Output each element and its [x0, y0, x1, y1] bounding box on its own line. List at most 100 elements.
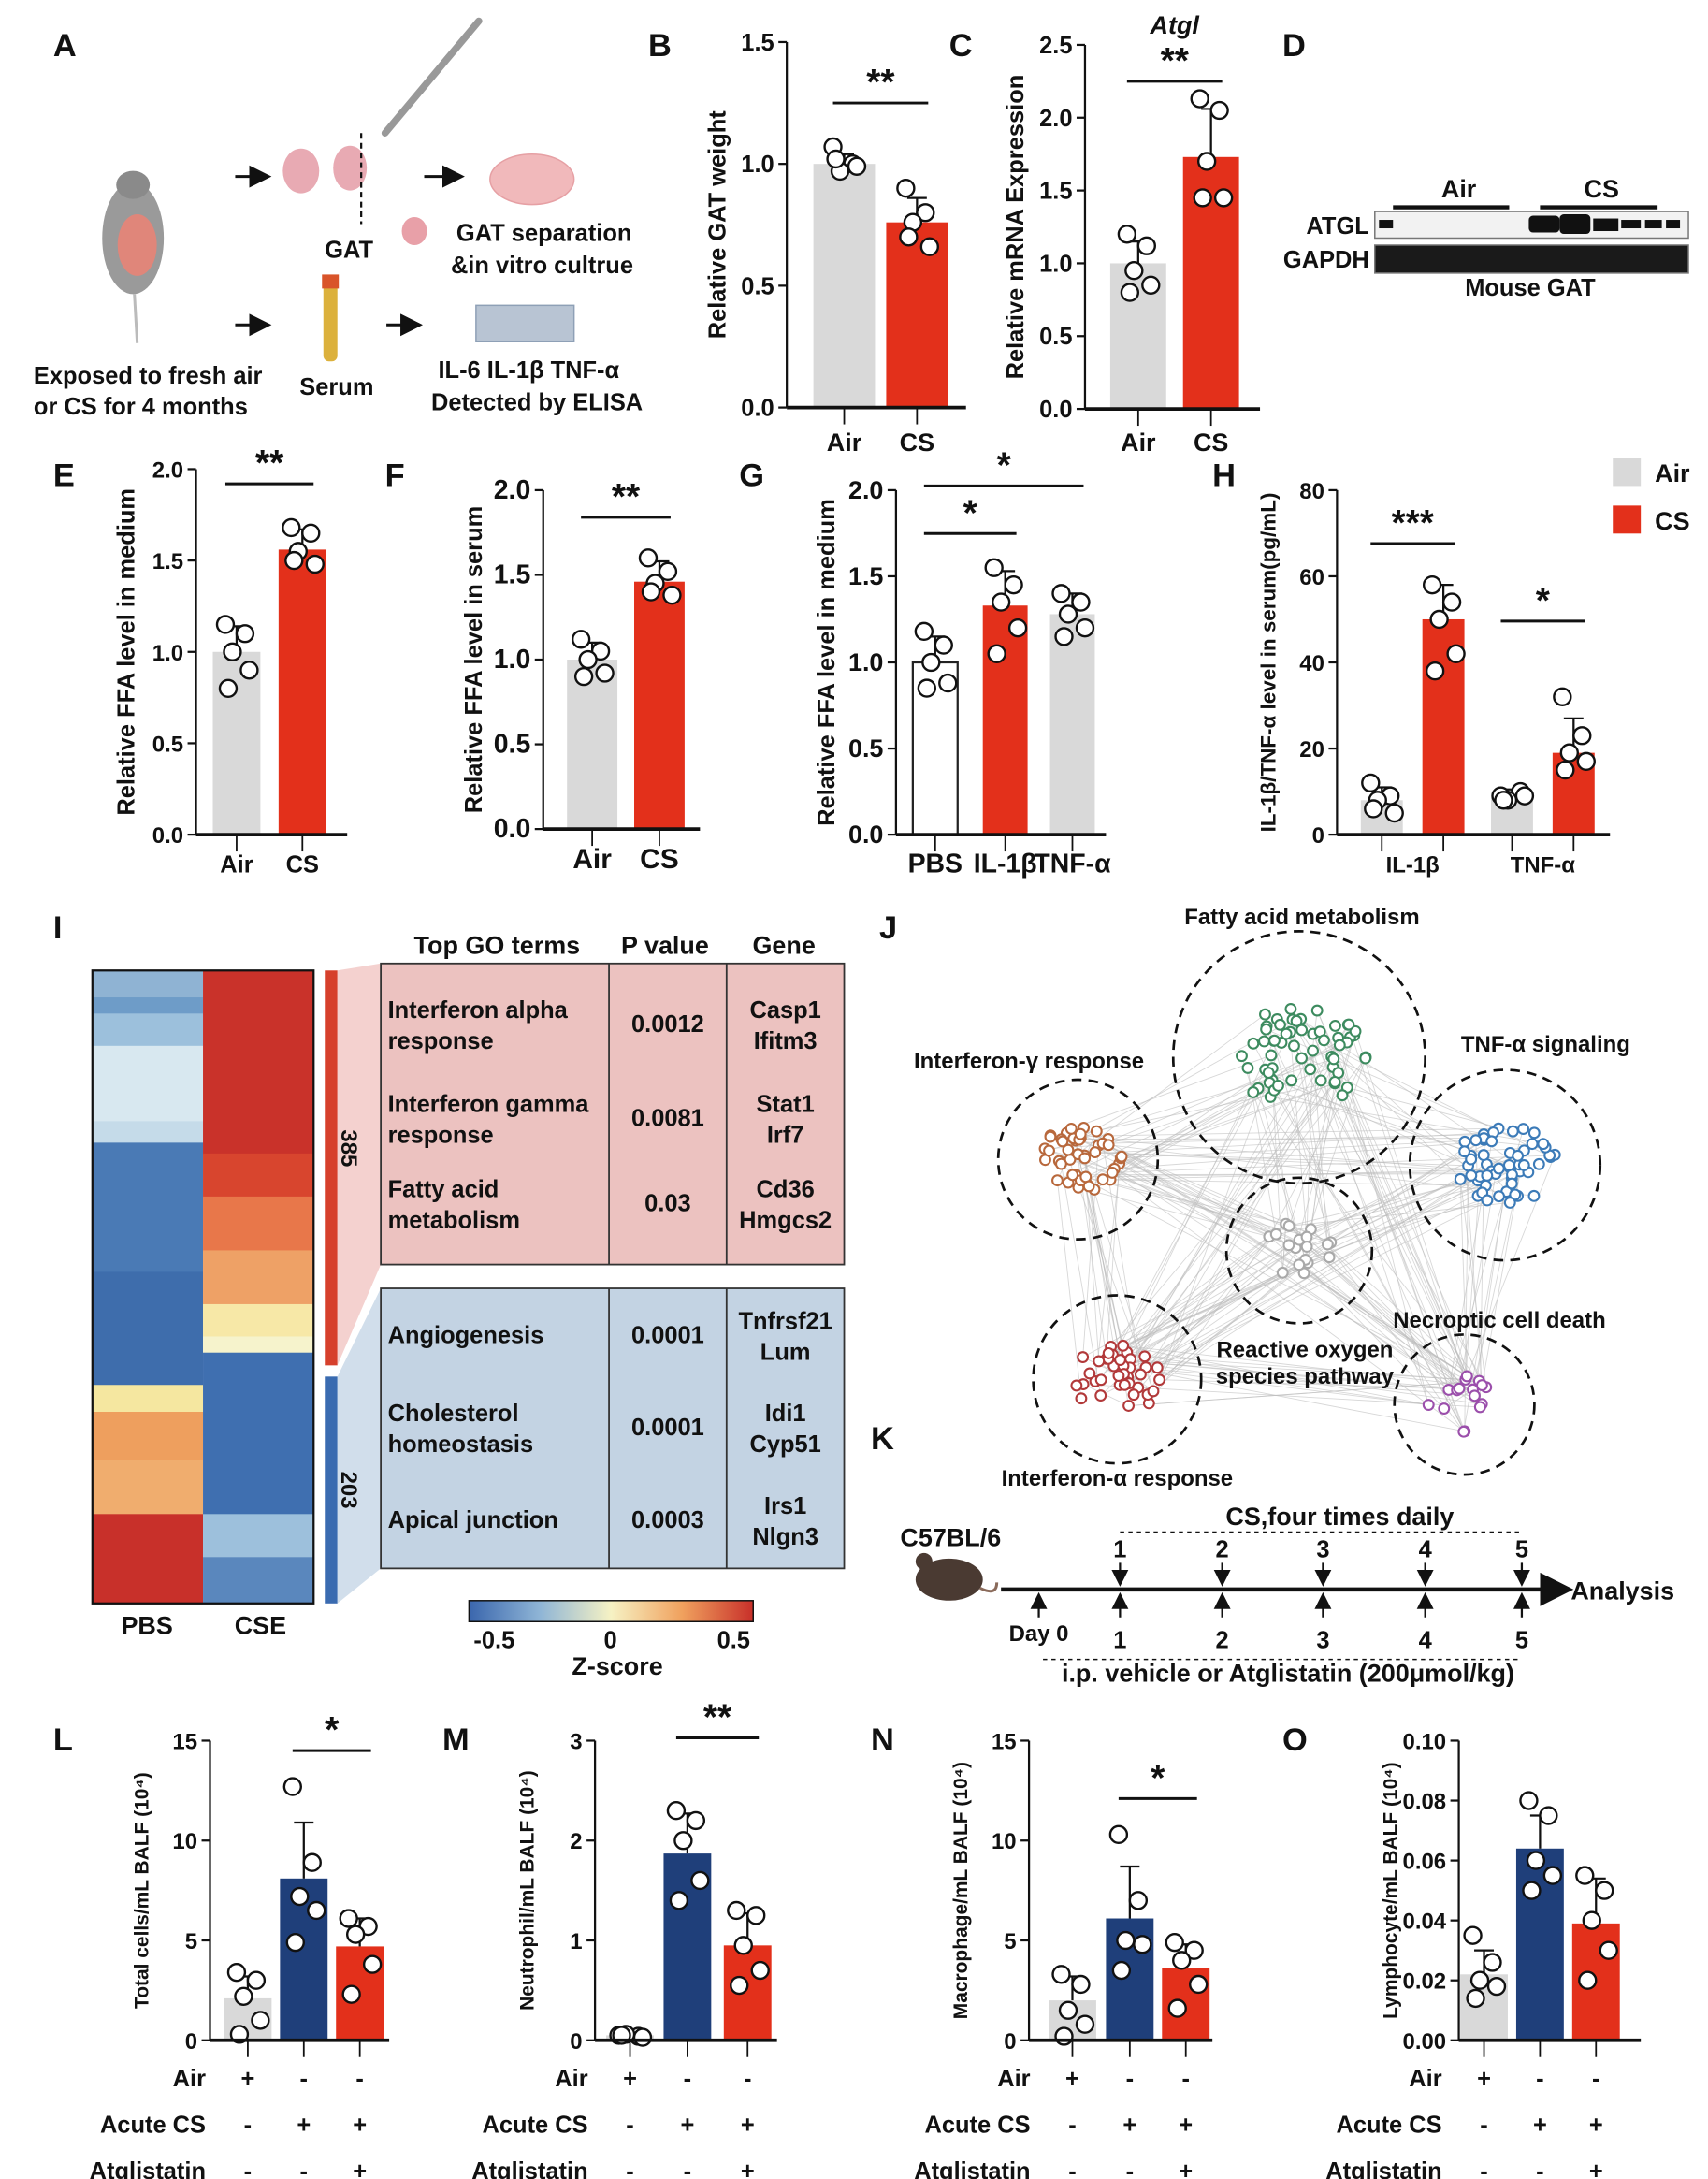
y-tick-label: 0.5 — [1039, 324, 1072, 350]
go-term: Fatty acid — [388, 1177, 499, 1203]
network-node — [1282, 1239, 1295, 1252]
network-node — [1102, 1139, 1115, 1152]
network-edge — [1049, 1127, 1499, 1138]
data-point — [727, 1900, 746, 1921]
cluster-label-ifn-gamma: Interferon-γ response — [914, 1049, 1144, 1074]
ip-day-label: 3 — [1316, 1628, 1329, 1654]
condition-sign: - — [244, 2158, 252, 2179]
network-node — [1502, 1158, 1515, 1171]
colorbar-tick: 0.5 — [717, 1628, 750, 1654]
gene: Nlgn3 — [752, 1524, 818, 1550]
data-point — [345, 1925, 366, 1944]
mouse-icon — [102, 170, 165, 343]
y-axis-label: Lymphocyte/mL BALF (10⁴) — [1381, 1762, 1402, 2018]
network-edge — [1108, 1352, 1480, 1382]
network-edge — [1114, 1168, 1460, 1389]
go-term: Cholesterol — [388, 1401, 519, 1427]
y-tick-label: 40 — [1299, 651, 1324, 676]
significance-label: ** — [703, 1698, 732, 1738]
network-node — [1328, 1075, 1341, 1088]
chart-title: Atgl — [1150, 11, 1200, 39]
network-node — [1138, 1350, 1151, 1363]
data-point — [826, 149, 846, 169]
network-edge — [1312, 1050, 1429, 1405]
x-tick-label: Air — [220, 852, 253, 879]
network-node — [1532, 1157, 1545, 1170]
network-node — [1094, 1373, 1107, 1387]
network-node — [1512, 1149, 1525, 1162]
bar — [886, 222, 948, 408]
heatmap-segment — [92, 1013, 204, 1047]
data-point — [1556, 760, 1575, 780]
network-node — [1458, 1135, 1471, 1148]
data-point — [1575, 1866, 1595, 1885]
condition-label: Air — [997, 2066, 1030, 2092]
data-point — [1422, 574, 1442, 595]
data-point — [662, 586, 682, 605]
serum-label: Serum — [299, 374, 373, 400]
network-node — [1537, 1138, 1550, 1151]
ip-day-label: 2 — [1216, 1628, 1229, 1654]
network-edge — [1159, 1068, 1273, 1380]
y-tick-label: 10 — [172, 1829, 197, 1854]
network-node — [1044, 1130, 1057, 1143]
network-labels: Fatty acid metabolism Interferon-γ respo… — [914, 905, 1630, 1491]
x-tick-label: TNF-α — [1511, 853, 1576, 879]
network-edge — [1271, 1080, 1283, 1273]
network-node — [1458, 1145, 1471, 1158]
network-node — [1247, 1037, 1260, 1050]
data-point — [290, 1886, 310, 1907]
condition-sign: - — [1068, 2113, 1076, 2139]
network-node — [1323, 1251, 1336, 1264]
condition-sign: - — [1181, 2066, 1189, 2092]
data-point — [921, 652, 941, 673]
y-tick-label: 0.02 — [1403, 1969, 1447, 1995]
data-point — [1007, 618, 1028, 638]
data-point — [690, 1870, 710, 1891]
condition-label: Atglistatin — [914, 2158, 1030, 2179]
bar — [813, 164, 876, 408]
x-tick-label: Air — [1121, 429, 1156, 457]
y-tick-label: 0 — [185, 2029, 197, 2055]
x-tick-label: IL-1β — [1386, 853, 1440, 879]
data-point — [1441, 592, 1462, 612]
gene: Stat1 — [757, 1091, 815, 1117]
condition-label: Atglistatin — [1325, 2158, 1441, 2179]
data-point — [223, 642, 242, 661]
p-value: 0.0001 — [631, 1322, 704, 1348]
data-point — [1172, 1951, 1192, 1970]
p-value: 0.0081 — [631, 1105, 704, 1131]
gene: Hmgcs2 — [739, 1208, 832, 1234]
go-term: metabolism — [388, 1208, 520, 1234]
network-node — [1117, 1339, 1130, 1352]
data-point — [302, 1852, 322, 1872]
condition-sign: - — [744, 2066, 751, 2092]
condition-sign: - — [626, 2158, 633, 2179]
network-cluster — [1393, 1333, 1536, 1476]
elisa-plate-icon — [475, 304, 575, 342]
y-tick-label: 0.06 — [1403, 1850, 1447, 1875]
network-node — [1453, 1382, 1466, 1395]
data-point — [1578, 1970, 1598, 1990]
panel-label-l: L — [53, 1722, 73, 1758]
network-node — [1506, 1125, 1519, 1138]
data-point — [1108, 1824, 1129, 1845]
network-node — [1492, 1162, 1505, 1175]
network-edge — [1306, 1051, 1313, 1238]
chart-n: 0 5 10 15 Macrophage/mL BALF (10⁴) * — [950, 1729, 1213, 2057]
network-node — [1304, 1063, 1317, 1076]
gene: Casp1 — [749, 997, 820, 1024]
data-point — [686, 1810, 706, 1831]
heatmap-segment — [203, 1514, 314, 1559]
network-node — [1336, 1089, 1349, 1102]
gene: Tnfrsf21 — [738, 1308, 832, 1334]
network-node — [1122, 1400, 1135, 1412]
condition-label: Acute CS — [925, 2113, 1031, 2139]
y-axis-label: Relative GAT weight — [704, 110, 731, 340]
condition-tables: Air + - - Acute CS - + + Atglistatin - - + Air + - - Acu… — [90, 2066, 1603, 2179]
y-tick-label: 1.5 — [848, 562, 883, 590]
network-edge — [1107, 1358, 1466, 1380]
data-point — [1054, 627, 1074, 646]
y-axis-label: Macrophage/mL BALF (10⁴) — [950, 1762, 972, 2019]
